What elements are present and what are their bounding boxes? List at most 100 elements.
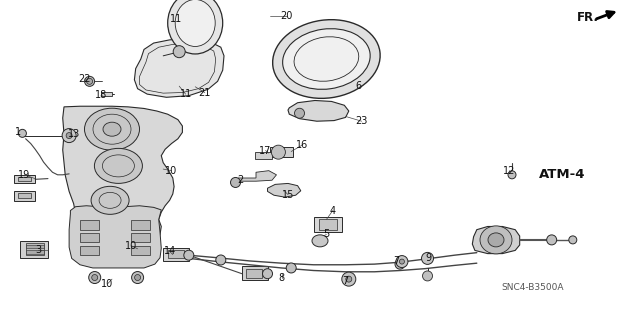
Polygon shape [238, 171, 276, 181]
Ellipse shape [103, 122, 121, 136]
Polygon shape [131, 220, 150, 230]
Circle shape [346, 276, 352, 282]
Text: 23: 23 [355, 116, 368, 126]
Circle shape [569, 236, 577, 244]
Circle shape [271, 145, 285, 159]
Polygon shape [14, 175, 35, 183]
Text: 20: 20 [280, 11, 293, 21]
Text: 3: 3 [35, 245, 42, 256]
Polygon shape [163, 248, 189, 261]
Circle shape [92, 275, 98, 280]
Polygon shape [242, 266, 268, 280]
Polygon shape [18, 193, 31, 198]
Text: 8: 8 [278, 272, 285, 283]
Circle shape [422, 252, 433, 264]
Polygon shape [319, 219, 337, 230]
Circle shape [89, 271, 100, 284]
Polygon shape [80, 233, 99, 242]
Text: 1: 1 [15, 127, 21, 137]
Circle shape [396, 256, 408, 268]
Ellipse shape [168, 0, 223, 54]
Circle shape [399, 259, 404, 264]
Circle shape [132, 271, 143, 284]
Polygon shape [14, 191, 35, 201]
Circle shape [230, 177, 241, 188]
Text: SNC4-B3500A: SNC4-B3500A [501, 283, 564, 292]
Text: 9: 9 [426, 253, 432, 263]
Text: 11: 11 [170, 14, 182, 24]
Text: 14: 14 [163, 246, 176, 256]
Ellipse shape [488, 233, 504, 247]
Text: ATM-4: ATM-4 [539, 168, 585, 181]
Text: 2: 2 [237, 175, 243, 185]
Polygon shape [168, 6, 208, 34]
Text: 19: 19 [18, 170, 31, 180]
Polygon shape [80, 220, 99, 230]
Text: 10: 10 [165, 166, 178, 176]
Text: 15: 15 [282, 189, 294, 200]
Circle shape [173, 46, 185, 58]
Circle shape [262, 269, 273, 279]
Text: 17: 17 [259, 145, 272, 156]
Polygon shape [268, 183, 301, 197]
Polygon shape [287, 80, 307, 89]
Circle shape [184, 250, 194, 260]
Circle shape [508, 171, 516, 179]
Polygon shape [101, 92, 112, 96]
Polygon shape [63, 106, 182, 261]
Text: FR.: FR. [577, 11, 598, 24]
Circle shape [19, 129, 26, 137]
Text: 5: 5 [323, 229, 330, 240]
Polygon shape [168, 250, 184, 258]
Circle shape [286, 263, 296, 273]
Text: 6: 6 [355, 81, 362, 91]
Text: 4: 4 [330, 205, 336, 216]
Circle shape [342, 272, 356, 286]
Circle shape [395, 259, 405, 269]
Polygon shape [246, 269, 262, 278]
Polygon shape [314, 217, 342, 232]
Polygon shape [255, 152, 272, 159]
Ellipse shape [91, 186, 129, 214]
Polygon shape [80, 246, 99, 255]
Polygon shape [270, 147, 293, 157]
Circle shape [134, 275, 141, 280]
Polygon shape [69, 206, 161, 268]
Ellipse shape [84, 108, 140, 150]
Circle shape [62, 129, 76, 143]
Circle shape [66, 133, 72, 138]
Text: 10: 10 [101, 279, 114, 289]
Circle shape [84, 76, 95, 86]
Polygon shape [26, 250, 44, 254]
Polygon shape [472, 226, 520, 254]
Polygon shape [134, 38, 224, 97]
Text: 7: 7 [394, 256, 400, 266]
Ellipse shape [283, 29, 370, 89]
Text: 21: 21 [198, 87, 211, 98]
Text: 11: 11 [179, 89, 192, 99]
Text: 10: 10 [125, 241, 138, 251]
Ellipse shape [175, 0, 215, 47]
Polygon shape [26, 245, 44, 248]
Text: 18: 18 [95, 90, 108, 100]
Polygon shape [18, 177, 31, 181]
Polygon shape [26, 243, 44, 255]
Ellipse shape [312, 235, 328, 247]
Ellipse shape [480, 226, 512, 254]
Ellipse shape [273, 20, 380, 98]
Polygon shape [131, 233, 150, 242]
Polygon shape [20, 241, 48, 258]
Circle shape [294, 108, 305, 118]
Ellipse shape [95, 148, 143, 183]
Circle shape [422, 271, 433, 281]
Text: 7: 7 [342, 276, 349, 286]
Polygon shape [131, 246, 150, 255]
Circle shape [216, 255, 226, 265]
Polygon shape [288, 100, 349, 121]
Text: 22: 22 [78, 74, 91, 84]
Text: 12: 12 [503, 166, 516, 176]
Circle shape [547, 235, 557, 245]
Text: 16: 16 [296, 140, 308, 150]
Text: 13: 13 [67, 129, 80, 139]
Circle shape [86, 78, 93, 84]
